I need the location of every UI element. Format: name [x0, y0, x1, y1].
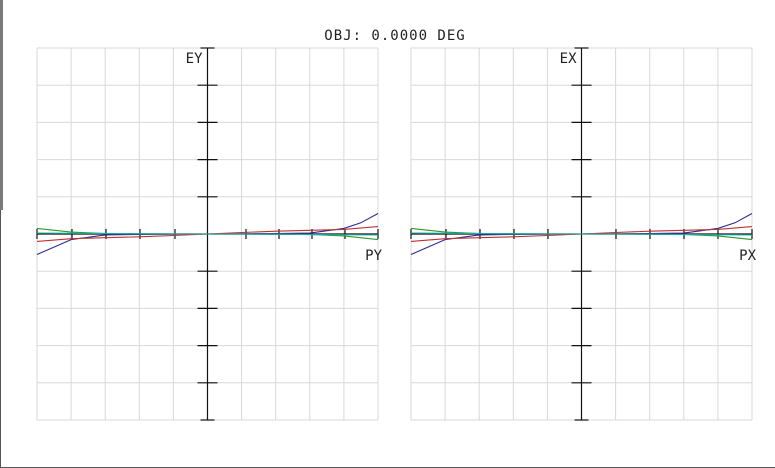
x-axis-label: PX — [739, 248, 756, 264]
chart-title: OBJ: 0.0000 DEG — [324, 28, 465, 44]
panel-left: EY PY — [36, 47, 383, 421]
window-edge-bar — [0, 0, 3, 210]
x-axis-label: PY — [365, 248, 382, 264]
panel-right: EX PX — [410, 47, 757, 421]
series-line-3 — [36, 232, 379, 236]
y-axis-label: EX — [560, 51, 577, 67]
y-axis-label: EY — [186, 51, 203, 67]
series-line-3 — [410, 232, 753, 236]
